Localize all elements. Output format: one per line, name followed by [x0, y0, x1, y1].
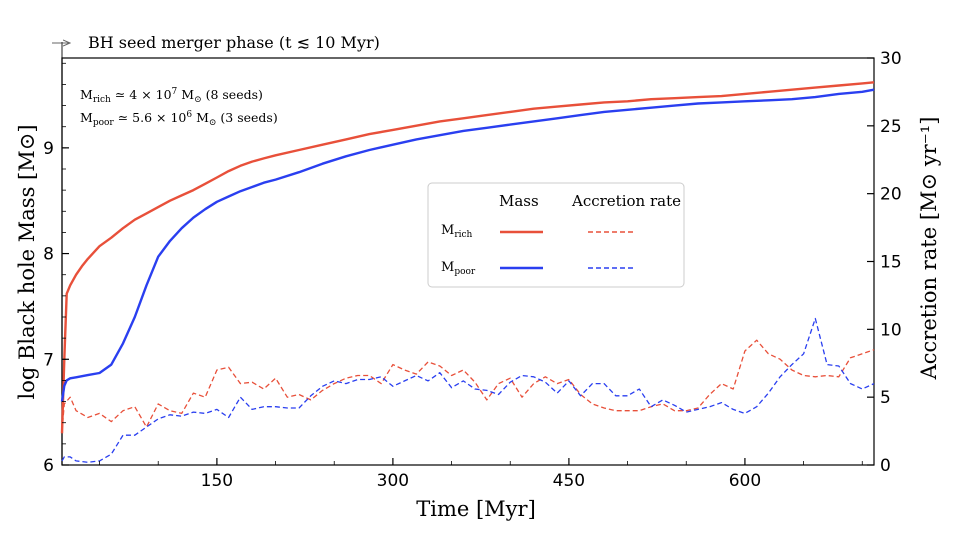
x-tick-label: 300 [377, 471, 409, 491]
series-line-accretion-poor [61, 317, 875, 463]
x-axis-title: Time [Myr] [416, 497, 536, 521]
legend-header-mass: Mass [499, 192, 539, 210]
bottom-axis: 150 300 450 600 [99, 458, 863, 491]
series-line-accretion-rich [61, 339, 875, 432]
y-right-tick-label: 10 [880, 320, 902, 340]
y-left-tick-label: 9 [43, 139, 54, 159]
legend: Mass Accretion rate Mrich Mpoor [427, 182, 685, 288]
y-axis-left-title: log Black hole Mass [M⊙] [15, 124, 39, 399]
seed-merger-annotation: BH seed merger phase (t ≲ 10 Myr) [88, 33, 380, 52]
x-tick-label: 600 [729, 471, 761, 491]
y-right-tick-label: 15 [880, 253, 902, 273]
note-m-poor: Mpoor ≃ 5.6 × 106 M⊙ (3 seeds) [80, 110, 278, 128]
y-axis-right-title: Accretion rate [M⊙ yr⁻¹] [917, 117, 941, 381]
series-line-mass-poor [60, 88, 875, 402]
y-left-tick-label: 7 [43, 350, 54, 370]
left-axis: 6 7 8 9 [43, 62, 69, 476]
legend-header-accretion: Accretion rate [571, 192, 681, 210]
y-right-tick-label: 0 [880, 456, 891, 476]
series-line-mass-rich [60, 81, 875, 434]
x-tick-label: 450 [553, 471, 585, 491]
right-axis: 0 5 10 15 20 25 30 [867, 49, 902, 476]
y-right-tick-label: 5 [880, 388, 891, 408]
note-m-rich: Mrich ≃ 4 × 107 M⊙ (8 seeds) [80, 87, 263, 105]
y-right-tick-label: 20 [880, 185, 902, 205]
y-right-tick-label: 25 [880, 117, 902, 137]
y-right-tick-label: 30 [880, 49, 902, 69]
y-left-tick-label: 8 [43, 245, 54, 265]
legend-box [427, 182, 685, 288]
x-tick-label: 150 [201, 471, 233, 491]
y-left-tick-label: 6 [43, 456, 54, 476]
series-layer [60, 81, 875, 463]
